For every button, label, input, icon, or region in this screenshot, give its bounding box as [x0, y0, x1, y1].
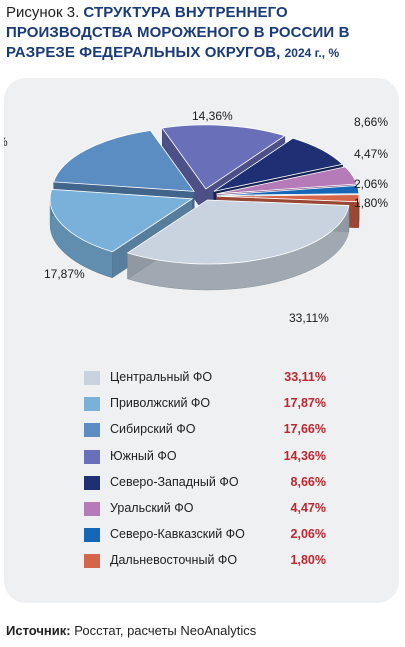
legend-label: Центральный ФО	[110, 370, 213, 384]
pie-slice	[161, 124, 286, 190]
legend-label: Южный ФО	[110, 448, 177, 463]
pie-slice	[216, 194, 360, 203]
legend-value: 4,47%	[290, 500, 326, 515]
pie-data-label: 2,06%	[354, 177, 388, 191]
legend-swatch	[84, 449, 100, 464]
legend-value: 1,80%	[290, 553, 326, 568]
legend-value: 33,11%	[284, 370, 326, 384]
legend-swatch	[84, 371, 100, 385]
pie-data-label: 33,11%	[289, 311, 329, 325]
pie-slice	[216, 185, 360, 196]
legend-label: Дальневосточный ФО	[110, 553, 238, 568]
source-note: Источник: Росстат, расчеты NeoAnalytics	[6, 623, 256, 638]
legend-swatch	[84, 501, 100, 516]
legend: Центральный ФО 33,11% Приволжский ФО 17,…	[84, 368, 364, 578]
legend-item: Северо-Кавказский ФО 2,06%	[84, 525, 364, 551]
pie-data-label: 1,80%	[354, 196, 388, 210]
legend-label: Северо-Кавказский ФО	[110, 527, 245, 542]
legend-item: Уральский ФО 4,47%	[84, 499, 364, 525]
pie-slice	[126, 199, 350, 265]
legend-label: Уральский ФО	[110, 500, 194, 515]
figure-number: Рисунок 3.	[6, 4, 80, 21]
pie-data-label: 14,36%	[192, 109, 233, 123]
legend-swatch	[84, 528, 100, 543]
legend-swatch	[84, 475, 100, 490]
pie-chart: 33,11% 17,87% 17,66% 14,36% 8,66% 4,47% 2,06% 1…	[4, 109, 388, 325]
legend-value: 17,66%	[283, 422, 326, 437]
figure-title-main: СТРУКТУРА ВНУТРЕННЕГО ПРОИЗВОДСТВА МОРОЖ…	[6, 4, 350, 61]
legend-label: Сибирский ФО	[110, 422, 196, 437]
pie-data-label: 8,66%	[354, 115, 388, 129]
chart-card: 33,11% 17,87% 17,66% 14,36% 8,66% 4,47% 2,06% 1…	[4, 78, 399, 603]
legend-swatch	[84, 423, 100, 438]
legend-item: Центральный ФО 33,11%	[84, 368, 364, 394]
legend-item: Приволжский ФО 17,87%	[84, 394, 364, 420]
source-label: Источник:	[6, 623, 71, 638]
pie-data-label: 4,47%	[354, 147, 388, 161]
legend-swatch	[84, 554, 100, 569]
legend-label: Приволжский ФО	[110, 396, 211, 411]
pie-slice	[216, 166, 358, 195]
legend-item: Южный ФО 14,36%	[84, 447, 364, 473]
legend-item: Северо-Западный ФО 8,66%	[84, 473, 364, 499]
legend-item: Дальневосточный ФО 1,80%	[84, 551, 364, 577]
legend-value: 17,87%	[283, 396, 326, 411]
pie-data-label: 17,66%	[4, 135, 8, 149]
figure-title-suffix: 2024 г., %	[284, 46, 340, 60]
legend-value: 14,36%	[283, 448, 326, 463]
source-text: Росстат, расчеты NeoAnalytics	[74, 623, 257, 638]
legend-item: Сибирский ФО 17,66%	[84, 420, 364, 446]
legend-swatch	[84, 397, 100, 412]
figure-title: Рисунок 3. СТРУКТУРА ВНУТРЕННЕГО ПРОИЗВО…	[6, 3, 398, 63]
pie-slice	[213, 137, 344, 192]
legend-value: 8,66%	[290, 474, 326, 489]
pie-slice	[53, 130, 195, 192]
legend-value: 2,06%	[290, 527, 326, 542]
legend-label: Северо-Западный ФО	[110, 474, 239, 489]
pie-slice	[49, 188, 194, 253]
pie-data-label: 17,87%	[44, 267, 85, 281]
